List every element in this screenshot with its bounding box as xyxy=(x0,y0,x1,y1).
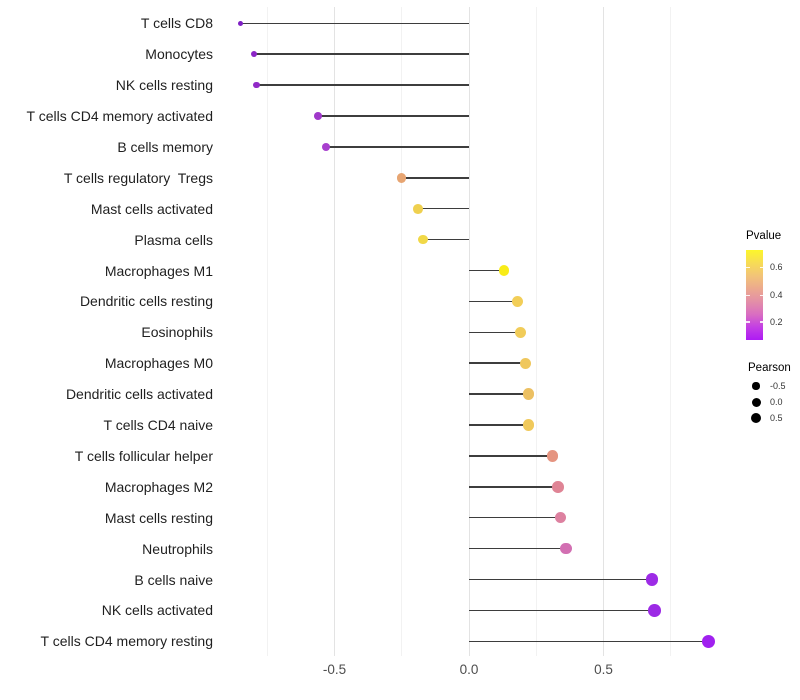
pvalue-tick-label: 0.4 xyxy=(770,290,783,301)
category-label: Dendritic cells activated xyxy=(65,386,213,403)
category-label: Neutrophils xyxy=(142,540,213,557)
lollipop-stem xyxy=(423,238,469,241)
lollipop-stem xyxy=(469,609,655,612)
category-label: T cells regulatory Tregs xyxy=(63,169,213,186)
x-tick-label: 0.0 xyxy=(459,662,479,677)
lollipop-stem xyxy=(469,578,652,581)
pearson-legend-dot xyxy=(750,412,762,424)
gridline-major xyxy=(603,7,604,656)
lollipop-stem xyxy=(253,53,469,55)
lollipop-stem xyxy=(469,547,566,550)
category-label: T cells CD4 memory activated xyxy=(26,108,213,124)
gradient-tick-mark xyxy=(759,266,763,268)
gridline-major xyxy=(334,7,335,656)
legend: Pvalue 0.6 0.4 0.2 Pearson -0.5 0.0 0.5 xyxy=(744,228,800,438)
lollipop-dot xyxy=(546,450,559,462)
pearson-legend-label: 0.0 xyxy=(770,397,783,407)
lollipop-dot xyxy=(560,542,572,555)
category-label: NK cells resting xyxy=(115,77,213,94)
category-label: Macrophages M2 xyxy=(104,478,213,495)
category-label: B cells memory xyxy=(117,138,213,155)
lollipop-dot xyxy=(397,173,407,183)
lollipop-dot xyxy=(554,511,567,524)
category-label: Macrophages M1 xyxy=(104,262,213,279)
category-label: Mast cells activated xyxy=(90,200,213,217)
gradient-tick-mark xyxy=(759,321,763,323)
lollipop-dot xyxy=(701,634,715,648)
gridline-minor xyxy=(535,7,537,656)
pearson-legend-dot xyxy=(751,397,761,407)
pvalue-tick-label: 0.2 xyxy=(770,317,783,327)
lollipop-stem xyxy=(469,486,558,488)
pearson-legend-label: 0.5 xyxy=(770,413,783,423)
lollipop-dot xyxy=(418,234,429,245)
x-tick-label: -0.5 xyxy=(322,662,347,677)
lollipop-dot xyxy=(514,326,526,338)
x-tick-label: 0.5 xyxy=(594,662,613,677)
pearson-legend-title: Pearson xyxy=(748,362,791,374)
lollipop-stem xyxy=(469,455,553,457)
category-label: Macrophages M0 xyxy=(104,355,213,372)
lollipop-dot xyxy=(551,481,564,493)
lollipop-dot xyxy=(522,419,534,431)
gridline-minor xyxy=(266,7,268,656)
lollipop-dot xyxy=(648,604,661,617)
category-label: Dendritic cells resting xyxy=(79,293,213,310)
category-label: B cells naive xyxy=(134,571,213,588)
category-label: T cells CD8 xyxy=(140,15,213,32)
lollipop-dot xyxy=(519,357,532,369)
gradient-tick-mark xyxy=(746,321,750,323)
gridline-minor xyxy=(670,7,672,656)
category-label: Eosinophils xyxy=(141,324,213,341)
category-label: T cells CD4 naive xyxy=(103,417,213,433)
lollipop-dot xyxy=(322,142,331,151)
lollipop-dot xyxy=(522,388,534,400)
lollipop-stem xyxy=(469,362,526,364)
category-label: Monocytes xyxy=(145,46,213,63)
pearson-legend-dot xyxy=(752,382,760,390)
gradient-tick-mark xyxy=(759,294,763,297)
lollipop-stem xyxy=(318,115,469,117)
category-label: T cells CD4 memory resting xyxy=(40,633,213,650)
lollipop-stem xyxy=(469,516,561,519)
lollipop-stem xyxy=(326,146,469,148)
lollipop-dot xyxy=(237,20,244,26)
lollipop-stem xyxy=(469,393,529,395)
lollipop-dot xyxy=(498,265,510,276)
lollipop-stem xyxy=(469,331,521,334)
lollipop-stem xyxy=(417,207,469,210)
gradient-tick-mark xyxy=(746,266,750,268)
lollipop-stem xyxy=(240,22,469,25)
lollipop-stem xyxy=(469,640,709,643)
pvalue-gradient-bar xyxy=(746,250,763,340)
lollipop-dot xyxy=(413,203,423,214)
lollipop-stem xyxy=(469,424,529,426)
lollipop-dot xyxy=(253,82,260,89)
category-label: NK cells activated xyxy=(101,602,213,619)
category-label: Mast cells resting xyxy=(104,509,213,526)
lollipop-stem xyxy=(256,84,469,86)
lollipop-stem xyxy=(469,269,504,272)
lollipop-stem xyxy=(401,177,469,179)
category-label: Plasma cells xyxy=(134,231,213,248)
category-label: T cells follicular helper xyxy=(74,447,213,464)
lollipop-dot xyxy=(645,573,659,586)
gridline-minor xyxy=(401,7,403,656)
lollipop-dot xyxy=(314,112,323,120)
pvalue-legend-title: Pvalue xyxy=(746,230,782,242)
lollipop-dot xyxy=(511,295,523,307)
lollipop-dot xyxy=(250,51,257,58)
pvalue-tick-label: 0.6 xyxy=(770,262,783,273)
pearson-legend-label: -0.5 xyxy=(770,381,786,391)
lollipop-stem xyxy=(469,300,518,303)
gradient-tick-mark xyxy=(746,294,750,297)
